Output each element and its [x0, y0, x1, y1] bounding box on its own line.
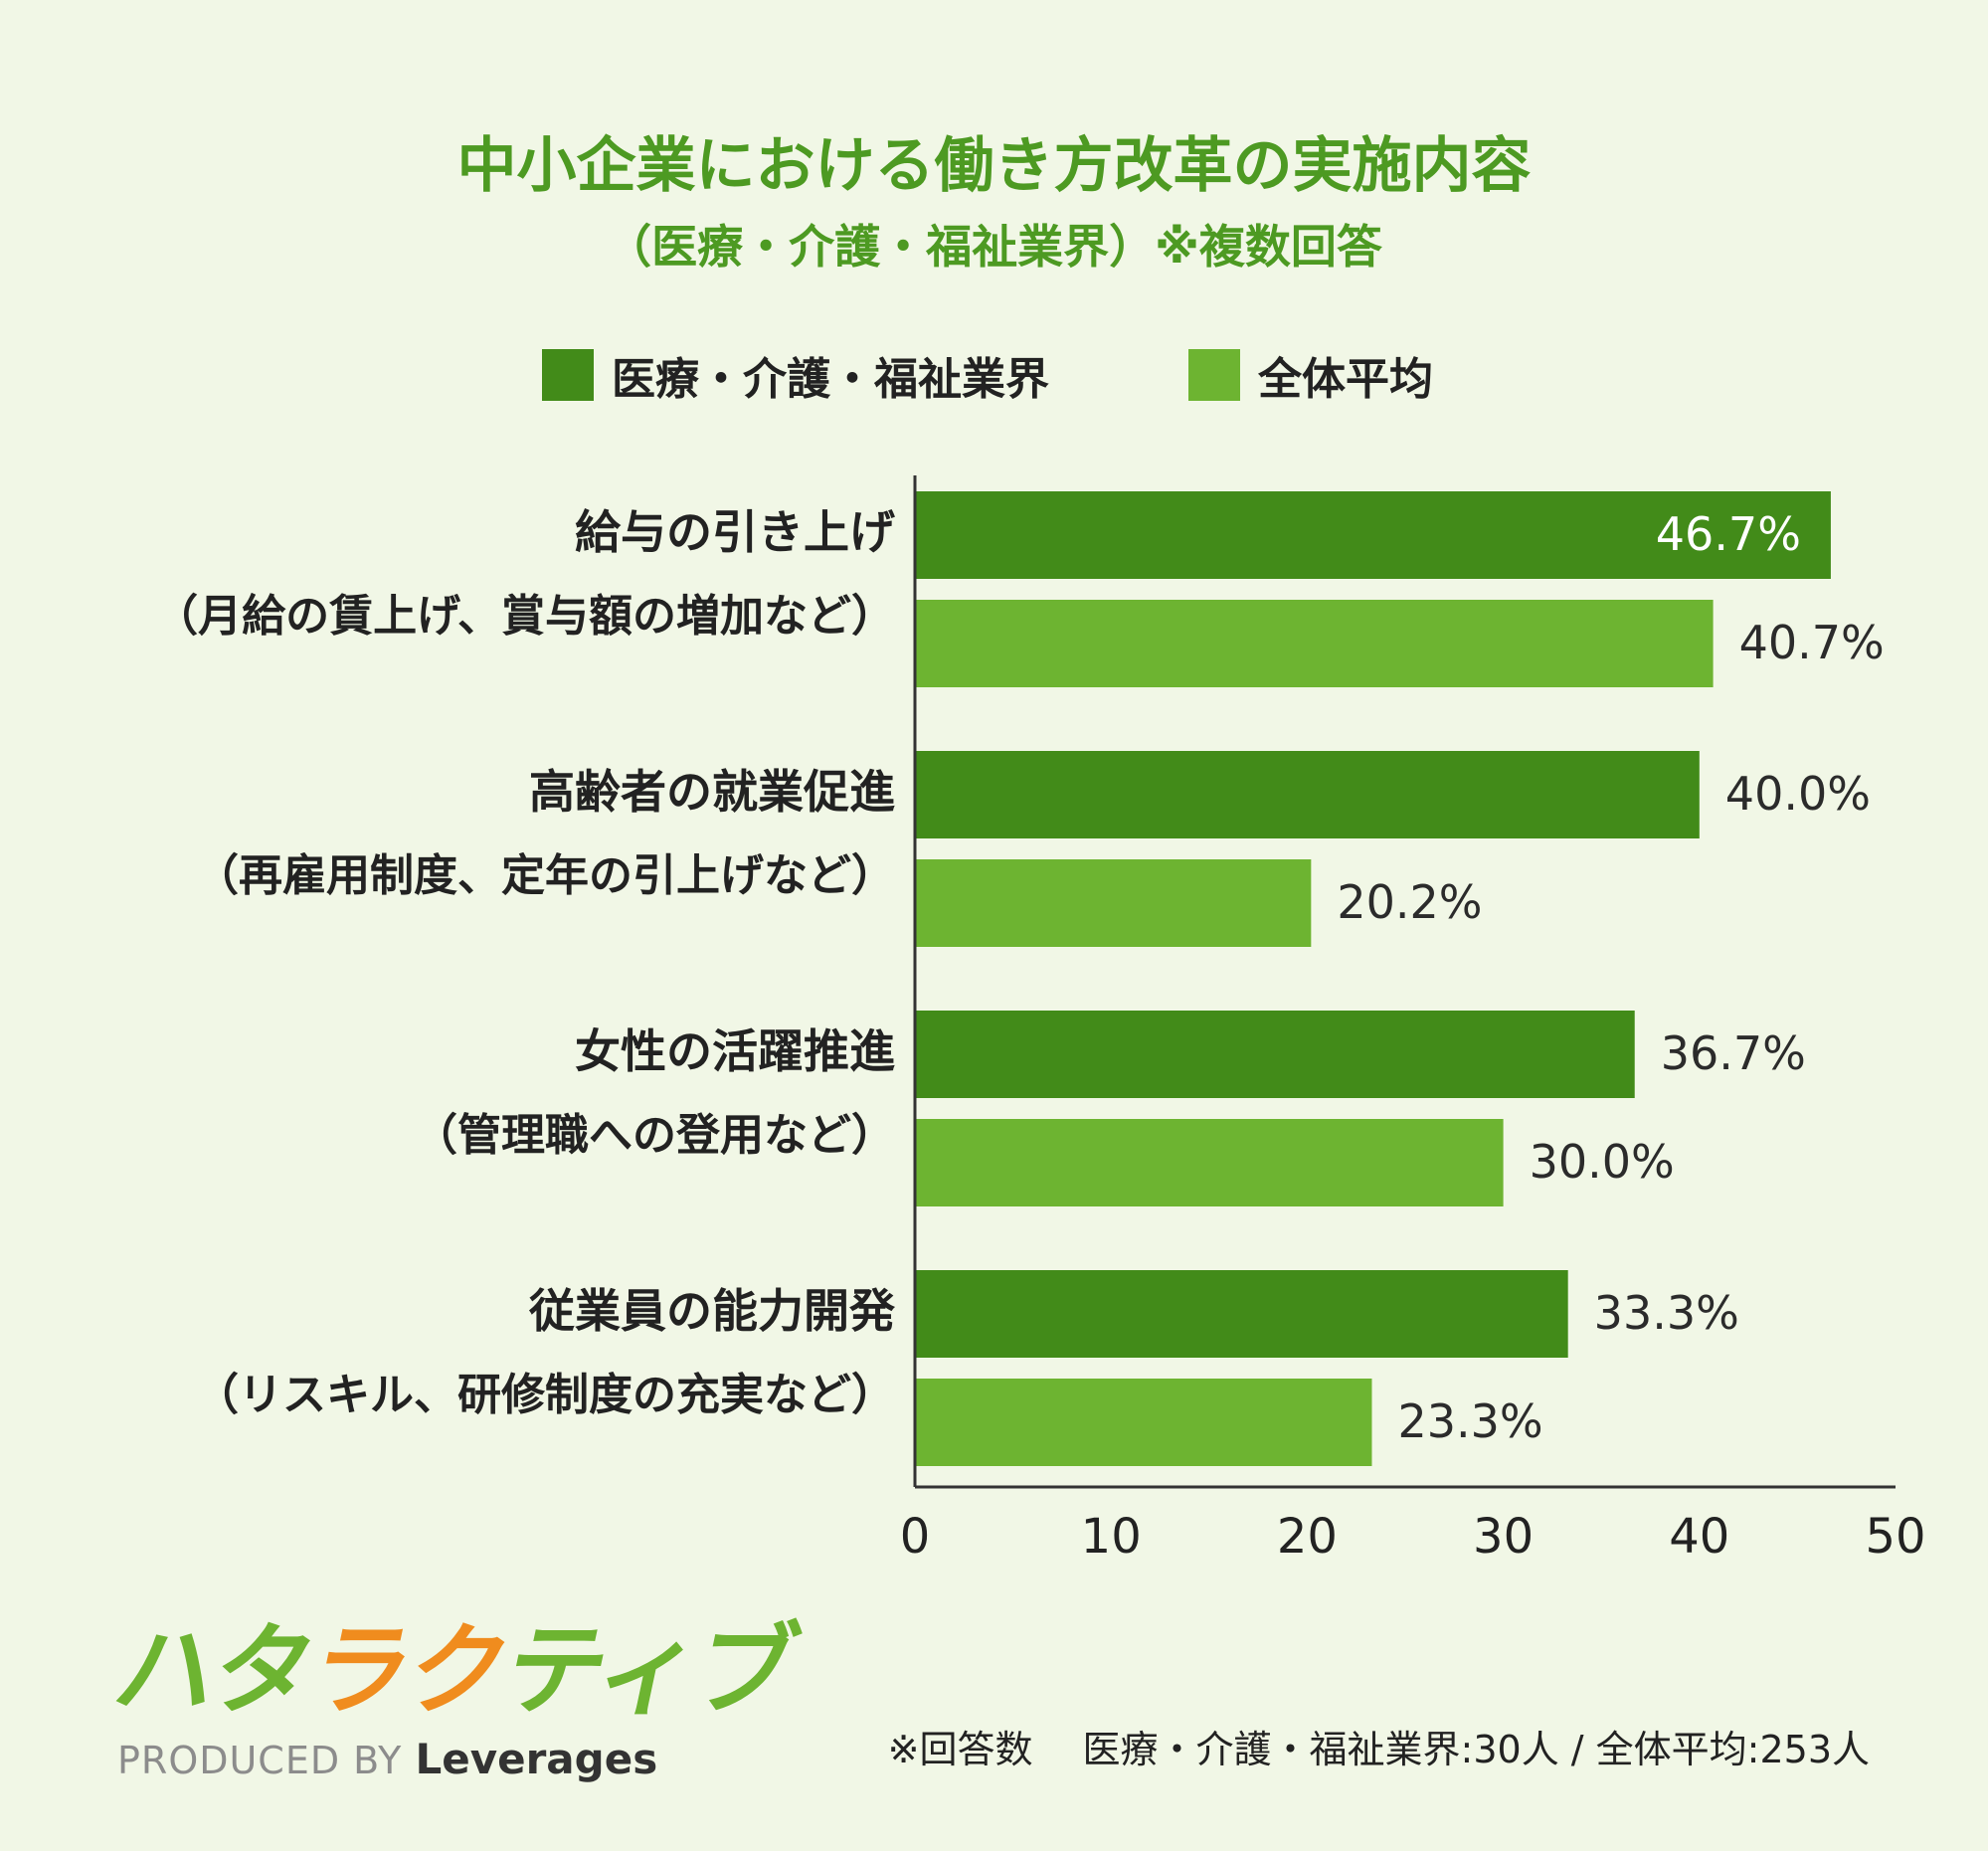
category-sublabel: （月給の賃上げ、賞与額の増加など） [154, 591, 895, 642]
x-tick-label: 40 [1669, 1509, 1729, 1565]
legend-label-overall: 全体平均 [1258, 354, 1433, 405]
data-label: 20.2% [1337, 875, 1482, 929]
legend-swatch-overall [1188, 349, 1240, 401]
logo-wordmark: ハタラクティブ [105, 1612, 807, 1729]
data-label: 36.7% [1661, 1026, 1806, 1080]
legend-swatch-industry [542, 349, 594, 401]
data-label: 30.0% [1530, 1135, 1675, 1189]
bar-industry [915, 751, 1700, 838]
data-label: 46.7% [1656, 507, 1801, 561]
category-sublabel: （再雇用制度、定年の引上げなど） [195, 850, 895, 901]
category-sublabel: （管理職への登用など） [414, 1110, 895, 1161]
x-tick-label: 30 [1473, 1509, 1534, 1565]
data-label: 23.3% [1397, 1394, 1542, 1448]
chart-title: 中小企業における働き方改革の実施内容 [456, 131, 1532, 201]
x-tick-label: 50 [1865, 1509, 1925, 1565]
category-label: 給与の引き上げ [575, 505, 895, 559]
data-label: 40.7% [1739, 616, 1885, 669]
data-label: 33.3% [1594, 1286, 1739, 1340]
x-tick-label: 10 [1081, 1509, 1142, 1565]
legend-item-industry: 医療・介護・福祉業界 [542, 348, 1049, 405]
bar-industry [915, 491, 1831, 579]
hataractive-logo: ハタラクティブ PRODUCED BY Leverages [105, 1612, 807, 1783]
bar-industry [915, 1270, 1568, 1358]
category-sublabel: （リスキル、研修制度の充実など） [195, 1370, 895, 1420]
chart-subtitle: （医療・介護・福祉業界）※複数回答 [606, 220, 1382, 274]
category-label: 女性の活躍推進 [575, 1024, 895, 1078]
category-label: 従業員の能力開発 [528, 1284, 896, 1338]
data-label: 40.0% [1725, 767, 1871, 821]
x-tick-label: 0 [900, 1509, 931, 1565]
bar-overall [915, 1119, 1504, 1206]
footnote: ※回答数 医療・介護・福祉業界:30人 / 全体平均:253人 [887, 1728, 1870, 1771]
produced-by-text: PRODUCED BY [117, 1739, 403, 1782]
x-tick-label: 20 [1277, 1509, 1338, 1565]
bar-overall [915, 859, 1312, 947]
bar-overall [915, 1379, 1372, 1466]
logo-produced-by: PRODUCED BY Leverages [117, 1735, 794, 1783]
legend-label-industry: 医療・介護・福祉業界 [612, 354, 1049, 405]
category-label: 高齢者の就業促進 [529, 765, 895, 819]
leverages-brand: Leverages [415, 1735, 658, 1783]
bar-industry [915, 1011, 1635, 1098]
bar-overall [915, 600, 1714, 687]
legend-item-overall: 全体平均 [1188, 348, 1433, 405]
